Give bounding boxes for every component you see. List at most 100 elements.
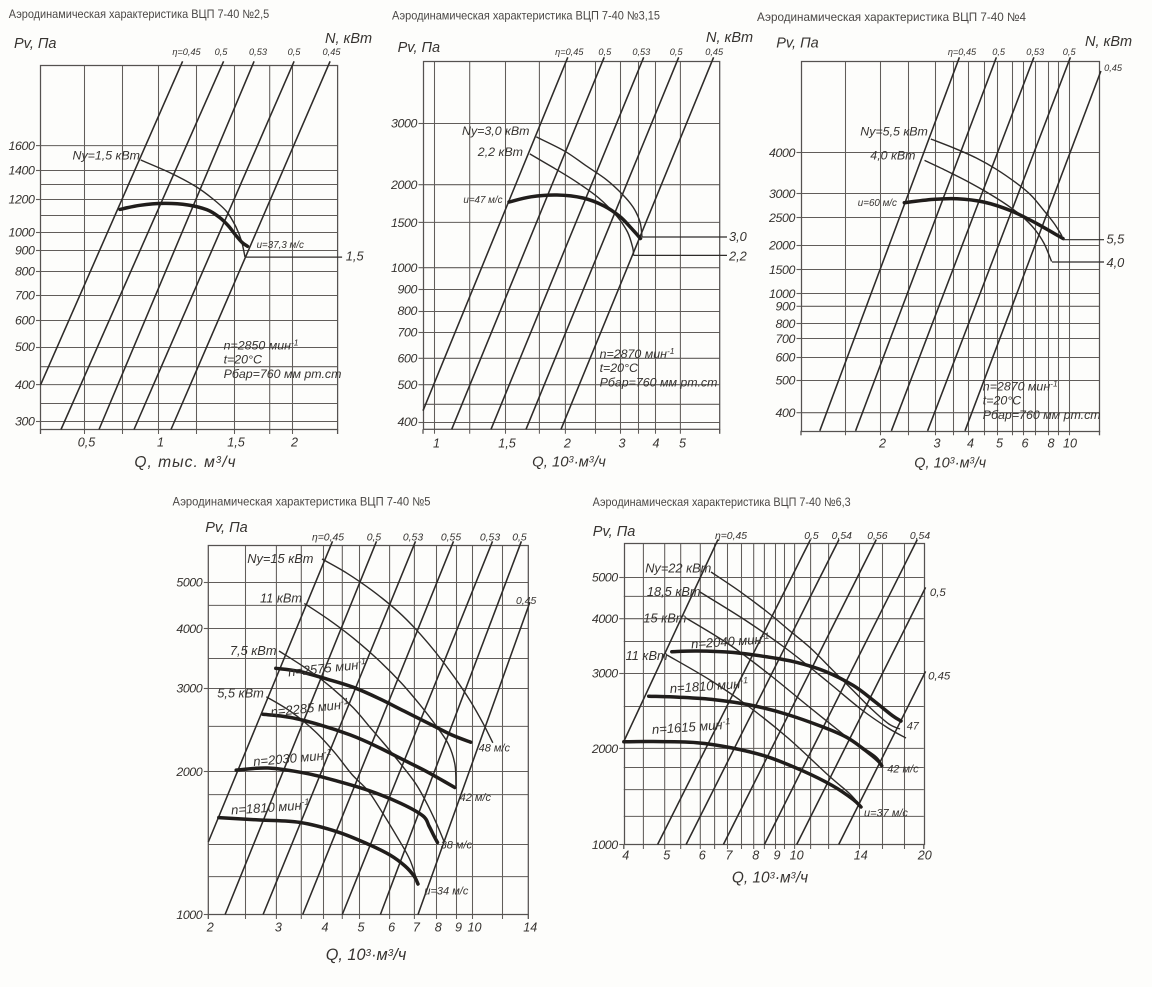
svg-text:t=20°C: t=20°C bbox=[983, 394, 1022, 408]
svg-text:4: 4 bbox=[622, 848, 629, 862]
svg-text:Pv, Па: Pv, Па bbox=[593, 524, 635, 540]
svg-text:700: 700 bbox=[776, 332, 796, 346]
svg-text:3: 3 bbox=[933, 436, 940, 450]
svg-text:6: 6 bbox=[1021, 436, 1028, 450]
svg-text:Pбар=760 мм рт.ст: Pбар=760 мм рт.ст bbox=[983, 408, 1101, 422]
svg-text:2,2 кВт: 2,2 кВт bbox=[477, 145, 523, 159]
svg-text:4,0: 4,0 bbox=[1107, 255, 1126, 270]
svg-text:42 м/с: 42 м/с bbox=[460, 792, 492, 804]
svg-text:4: 4 bbox=[967, 436, 974, 450]
svg-text:Pбар=760 мм рт.ст: Pбар=760 мм рт.ст bbox=[224, 367, 342, 381]
svg-text:Pv, Па: Pv, Па bbox=[14, 36, 56, 52]
svg-text:0,5: 0,5 bbox=[367, 533, 382, 544]
svg-text:n=1615 мин-1: n=1615 мин-1 bbox=[651, 716, 731, 737]
svg-text:1000: 1000 bbox=[176, 908, 202, 922]
svg-text:Ny=5,5 кВт: Ny=5,5 кВт bbox=[860, 125, 927, 139]
svg-text:Аэродинамическая характеристик: Аэродинамическая характеристика ВЦП 7-40… bbox=[757, 10, 1026, 24]
svg-text:3: 3 bbox=[618, 436, 625, 450]
svg-text:3000: 3000 bbox=[769, 187, 795, 201]
svg-text:15 кВт: 15 кВт bbox=[643, 611, 686, 626]
svg-text:N, кВт: N, кВт bbox=[706, 30, 753, 46]
svg-text:0,45: 0,45 bbox=[516, 596, 536, 607]
svg-text:9: 9 bbox=[773, 848, 780, 862]
svg-text:10: 10 bbox=[467, 920, 481, 934]
svg-text:0,53: 0,53 bbox=[249, 47, 268, 57]
svg-text:Аэродинамическая характеристик: Аэродинамическая характеристика ВЦП 7-40… bbox=[173, 495, 431, 509]
svg-text:0,5: 0,5 bbox=[1063, 47, 1077, 57]
svg-text:500: 500 bbox=[15, 340, 35, 354]
svg-text:900: 900 bbox=[398, 282, 418, 296]
svg-text:3,0: 3,0 bbox=[729, 229, 748, 244]
svg-text:700: 700 bbox=[398, 325, 418, 339]
svg-text:2000: 2000 bbox=[768, 239, 795, 253]
svg-text:5,5 кВт: 5,5 кВт bbox=[217, 686, 264, 701]
svg-text:6: 6 bbox=[699, 848, 706, 862]
svg-text:8: 8 bbox=[1047, 436, 1054, 450]
svg-text:Q, 103·м3/ч: Q, 103·м3/ч bbox=[914, 456, 986, 472]
svg-text:0,55: 0,55 bbox=[441, 533, 461, 544]
svg-text:2: 2 bbox=[206, 920, 214, 934]
svg-text:1000: 1000 bbox=[391, 261, 417, 275]
svg-text:Pv, Па: Pv, Па bbox=[205, 520, 247, 536]
svg-text:1,5: 1,5 bbox=[498, 436, 517, 450]
svg-text:0,45: 0,45 bbox=[323, 47, 342, 57]
svg-text:0,5: 0,5 bbox=[930, 587, 946, 599]
svg-text:0,5: 0,5 bbox=[670, 47, 684, 57]
svg-text:N, кВт: N, кВт bbox=[325, 31, 372, 47]
svg-text:1: 1 bbox=[433, 436, 440, 450]
svg-text:n=2850 мин-1: n=2850 мин-1 bbox=[224, 338, 299, 353]
svg-text:900: 900 bbox=[776, 300, 796, 314]
svg-text:5: 5 bbox=[996, 436, 1004, 450]
svg-text:7: 7 bbox=[413, 920, 421, 934]
svg-text:1600: 1600 bbox=[9, 139, 35, 153]
svg-text:800: 800 bbox=[15, 264, 35, 278]
svg-text:0,5: 0,5 bbox=[78, 435, 97, 449]
svg-text:300: 300 bbox=[15, 414, 35, 428]
svg-text:1500: 1500 bbox=[769, 263, 795, 277]
svg-text:1000: 1000 bbox=[592, 838, 618, 852]
svg-text:5: 5 bbox=[679, 436, 687, 450]
svg-text:n=1810 мин-1: n=1810 мин-1 bbox=[231, 797, 311, 818]
svg-text:n=1810 мин-1: n=1810 мин-1 bbox=[669, 675, 749, 696]
svg-text:η=0,45: η=0,45 bbox=[948, 47, 977, 57]
svg-text:3000: 3000 bbox=[592, 667, 618, 681]
svg-text:Ny=15 кВт: Ny=15 кВт bbox=[247, 551, 313, 566]
svg-text:1: 1 bbox=[157, 435, 164, 449]
svg-text:Pv, Па: Pv, Па bbox=[398, 40, 440, 56]
svg-text:2000: 2000 bbox=[591, 742, 618, 756]
svg-text:4000: 4000 bbox=[592, 612, 618, 626]
svg-text:1200: 1200 bbox=[9, 192, 35, 206]
svg-text:14: 14 bbox=[854, 848, 868, 862]
svg-text:0,5: 0,5 bbox=[598, 47, 612, 57]
svg-text:2: 2 bbox=[563, 436, 571, 450]
svg-text:2: 2 bbox=[290, 435, 298, 449]
svg-text:Q, 103·м3/ч: Q, 103·м3/ч bbox=[326, 946, 407, 964]
svg-text:0,56: 0,56 bbox=[867, 531, 887, 542]
svg-text:0,53: 0,53 bbox=[632, 47, 651, 57]
svg-text:0,5: 0,5 bbox=[992, 47, 1006, 57]
svg-text:5000: 5000 bbox=[176, 575, 202, 589]
svg-text:500: 500 bbox=[776, 373, 796, 387]
svg-text:11 кВт: 11 кВт bbox=[260, 591, 302, 606]
svg-text:9: 9 bbox=[455, 920, 462, 934]
svg-text:u=37,3 м/с: u=37,3 м/с bbox=[257, 240, 304, 251]
svg-text:0,45: 0,45 bbox=[705, 47, 724, 57]
svg-text:0,45: 0,45 bbox=[1104, 63, 1123, 73]
svg-text:1000: 1000 bbox=[769, 287, 795, 301]
svg-text:4000: 4000 bbox=[769, 146, 795, 160]
svg-text:800: 800 bbox=[776, 317, 796, 331]
svg-text:400: 400 bbox=[15, 378, 35, 392]
svg-text:1500: 1500 bbox=[391, 216, 417, 230]
svg-text:0,54: 0,54 bbox=[832, 531, 852, 542]
svg-text:7,5 кВт: 7,5 кВт bbox=[230, 643, 277, 658]
svg-text:48 м/с: 48 м/с bbox=[479, 743, 511, 755]
svg-text:n=2870 мин-1: n=2870 мин-1 bbox=[600, 346, 675, 361]
svg-text:0,45: 0,45 bbox=[928, 671, 951, 683]
svg-text:Q, 103·м3/ч: Q, 103·м3/ч bbox=[532, 455, 606, 471]
svg-text:2000: 2000 bbox=[175, 765, 202, 779]
svg-text:Ny=1,5 кВт: Ny=1,5 кВт bbox=[73, 149, 140, 163]
svg-text:8: 8 bbox=[435, 920, 442, 934]
svg-text:47: 47 bbox=[907, 721, 920, 733]
svg-text:t=20°C: t=20°C bbox=[600, 361, 639, 375]
svg-text:38 м/с: 38 м/с bbox=[441, 840, 473, 852]
